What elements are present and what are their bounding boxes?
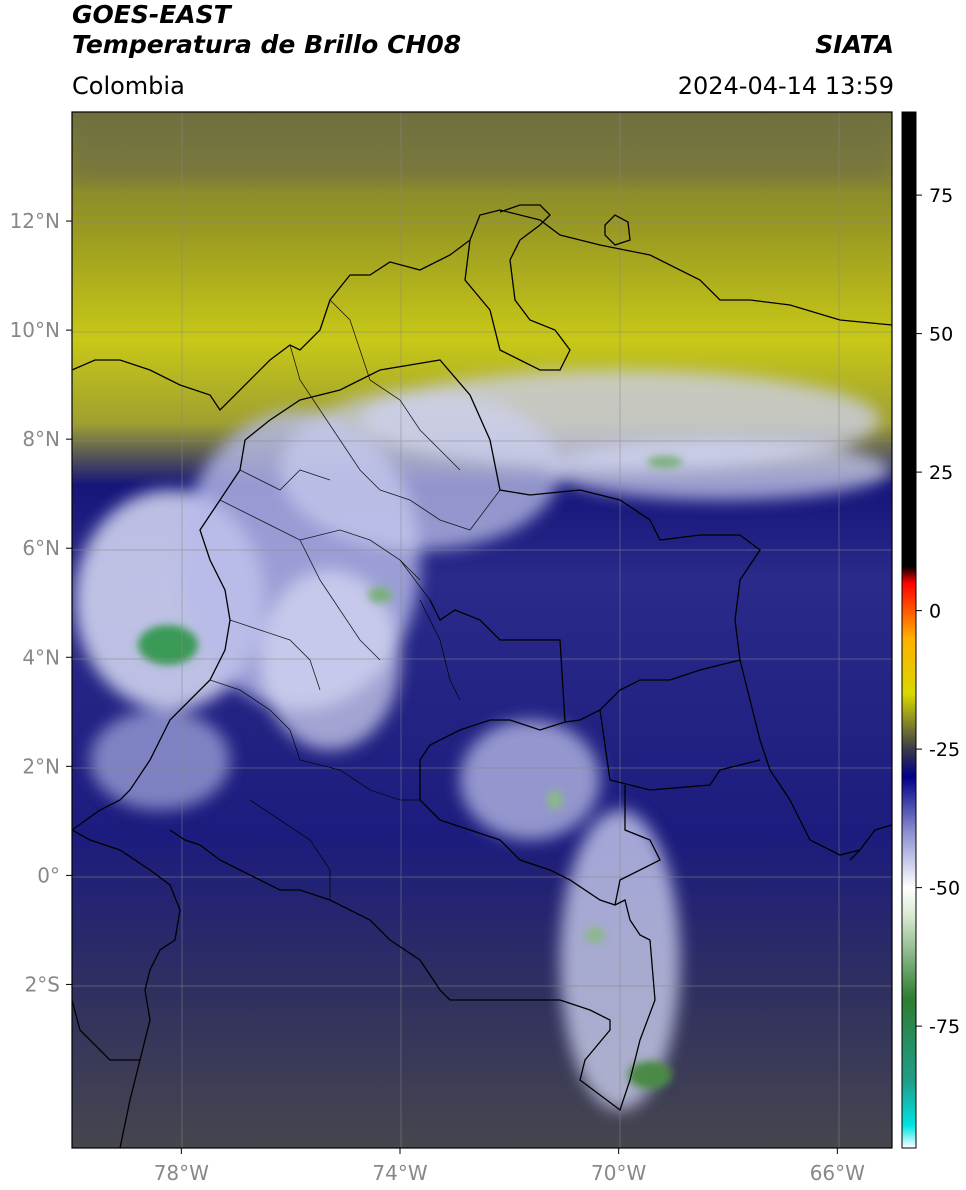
lon-tick-label: 66°W <box>810 1161 865 1185</box>
colorbar-tick-label: 75 <box>929 185 953 207</box>
map-frame <box>71 111 893 1149</box>
lat-tick-label: 10°N <box>10 318 60 342</box>
colorbar-scale <box>901 111 917 1149</box>
graticule <box>72 112 892 1148</box>
lat-tick-label: 6°N <box>22 536 60 560</box>
lon-tick-label: 70°W <box>591 1161 646 1185</box>
region-label: Colombia <box>72 72 185 100</box>
lat-tick-label: 4°N <box>22 645 60 669</box>
satellite-title: GOES-EAST <box>72 0 231 29</box>
satellite-image <box>72 112 892 1148</box>
coastlines <box>72 204 892 1148</box>
datetime-label: 2024-04-14 13:59 <box>677 72 894 100</box>
department-borders <box>209 299 501 900</box>
lon-tick-label: 74°W <box>372 1161 427 1185</box>
agency-label: SIATA <box>815 30 894 59</box>
colorbar-tick-label: 0 <box>929 601 941 623</box>
colorbar-tick-label: -50 <box>929 878 960 900</box>
product-title: Temperatura de Brillo CH08 <box>72 30 462 59</box>
colorbar-tick-label: -25 <box>929 739 960 761</box>
lat-tick-label: 2°S <box>25 972 60 996</box>
colorbar-tick-label: -75 <box>929 1016 960 1038</box>
country-borders <box>72 239 861 1112</box>
lat-axis: 12°N 10°N 8°N 6°N 4°N 2°N 0° 2°S <box>10 209 72 996</box>
colorbar-tick-label: 25 <box>929 462 953 484</box>
lon-axis: 78°W 74°W 70°W 66°W <box>154 1148 865 1185</box>
lon-tick-label: 78°W <box>154 1161 209 1185</box>
lat-tick-label: 2°N <box>22 754 60 778</box>
colorbar: 75 50 25 0 -25 -50 -75 <box>901 111 960 1149</box>
colorbar-tick-label: 50 <box>929 324 953 346</box>
lat-tick-label: 8°N <box>22 427 60 451</box>
lat-tick-label: 12°N <box>10 209 60 233</box>
colorbar-ticks: 75 50 25 0 -25 -50 -75 <box>916 185 960 1038</box>
lat-tick-label: 0° <box>37 863 60 887</box>
